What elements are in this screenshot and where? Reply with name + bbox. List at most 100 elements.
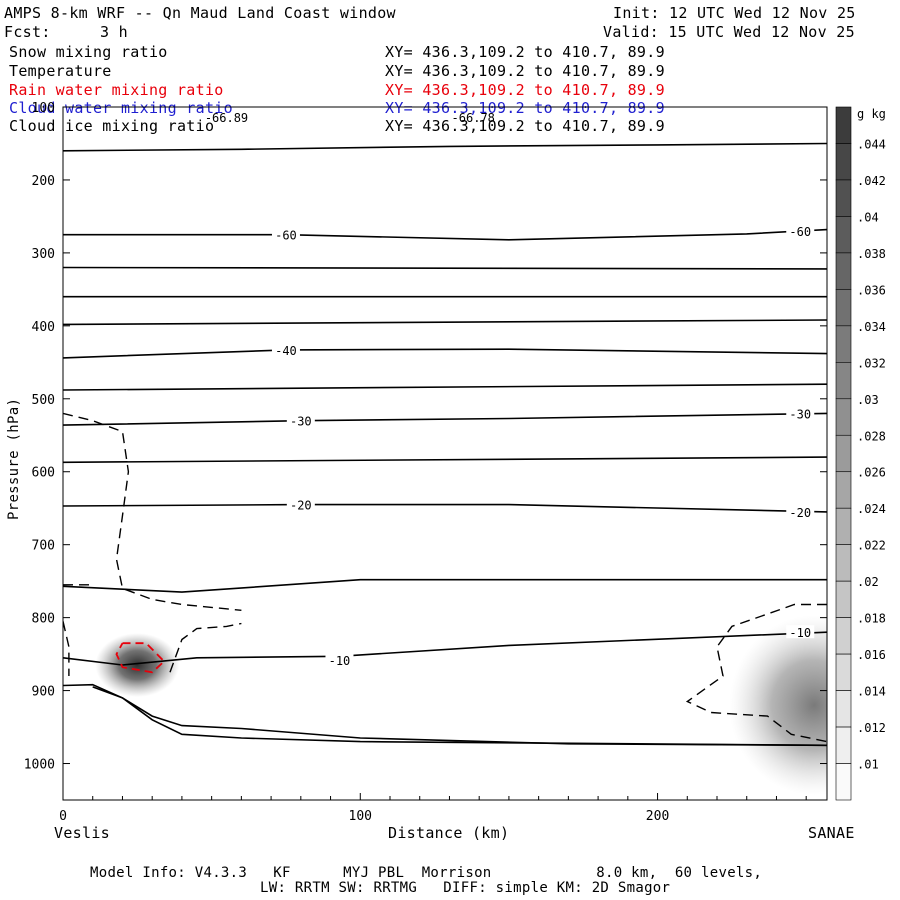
contour-label-bg <box>786 504 815 518</box>
colorbar-label: .03 <box>857 393 879 407</box>
model-info-line2: LW: RRTM SW: RRTMG DIFF: simple KM: 2D S… <box>260 880 671 896</box>
field-name: Temperature <box>9 62 112 80</box>
temperature-contour <box>63 142 827 152</box>
y-axis-label: Pressure (hPa) <box>6 397 22 520</box>
temperature-contour <box>63 348 827 359</box>
x-axis-label: Distance (km) <box>388 824 510 842</box>
temperature-contour <box>63 683 827 747</box>
y-tick-label: 600 <box>32 466 55 481</box>
temperature-contour <box>63 383 827 391</box>
y-tick-label: 1000 <box>24 758 55 773</box>
y-tick-label: 700 <box>32 539 55 554</box>
contour-label-bg <box>325 652 354 666</box>
x-tick-label: 100 <box>349 809 372 824</box>
contour-label-bg <box>286 413 315 427</box>
temperature-contour <box>63 319 827 326</box>
colorbar-cell <box>835 617 852 655</box>
colorbar-label: .036 <box>857 283 886 297</box>
colorbar-label: .022 <box>857 539 886 553</box>
forecast-hour: 3 h <box>100 23 128 41</box>
x-tick-label: 0 <box>59 809 67 824</box>
plot-frame <box>62 106 828 801</box>
colorbar-label: .012 <box>857 721 886 735</box>
model-info-line1: Model Info: V4.3.3 KF MYJ PBL Morrison 8… <box>90 865 763 881</box>
colorbar-cell <box>835 216 852 254</box>
colorbar-label: .01 <box>857 758 879 772</box>
colorbar-cell <box>835 143 852 181</box>
contour-label: -10 <box>789 626 811 640</box>
colorbar-cell <box>835 289 852 327</box>
contour-label-bg <box>786 224 815 238</box>
colorbar-label: .034 <box>857 320 886 334</box>
ice-contour <box>63 621 70 676</box>
contour-label: -10 <box>329 654 351 668</box>
contour-label-bg <box>271 342 300 356</box>
ice-contour <box>169 622 242 673</box>
colorbar-label: .02 <box>857 575 879 589</box>
field-name: Snow mixing ratio <box>9 43 168 61</box>
forecast-label: Fcst: <box>4 23 51 41</box>
latitude-annotation: -66.89 <box>205 111 248 125</box>
y-tick-label: 200 <box>32 174 55 189</box>
init-time: Init: 12 UTC Wed 12 Nov 25 <box>613 4 856 22</box>
y-tick-label: 800 <box>32 612 55 627</box>
ice-contour <box>685 603 827 743</box>
colorbar-unit: g kg <box>857 107 886 121</box>
temperature-contour <box>92 686 827 747</box>
contour-label-bg <box>271 227 300 241</box>
colorbar-cell <box>835 507 852 545</box>
field-name: Cloud water mixing ratio <box>9 99 233 117</box>
colorbar-label: .038 <box>857 247 886 261</box>
colorbar-label: .016 <box>857 648 886 662</box>
colorbar-label: .018 <box>857 612 886 626</box>
colorbar-cell <box>835 325 852 363</box>
colorbar-label: .028 <box>857 429 886 443</box>
valid-time: Valid: 15 UTC Wed 12 Nov 25 <box>603 23 855 41</box>
field-xy: XY= 436.3,109.2 to 410.7, 89.9 <box>385 117 665 135</box>
contour-label: -30 <box>789 407 811 421</box>
field-xy: XY= 436.3,109.2 to 410.7, 89.9 <box>385 62 665 80</box>
colorbar-label: .024 <box>857 502 886 516</box>
contour-label-bg <box>786 625 815 639</box>
latitude-annotation: -66.78 <box>452 111 495 125</box>
left-endpoint-label: Veslis <box>54 824 110 842</box>
right-endpoint-label: SANAE <box>808 824 855 842</box>
temperature-contour <box>63 266 827 270</box>
colorbar-cell <box>835 106 852 144</box>
colorbar-cell <box>835 763 852 801</box>
colorbar-cell <box>835 398 852 436</box>
colorbar-cell <box>835 471 852 509</box>
snow-shading <box>729 615 827 796</box>
colorbar-cell <box>835 544 852 582</box>
colorbar-label: .014 <box>857 685 886 699</box>
contour-label: -20 <box>290 499 312 513</box>
y-tick-label: 900 <box>32 685 55 700</box>
contour-label-bg <box>786 406 815 420</box>
colorbar-cell <box>835 726 852 764</box>
colorbar-label: .032 <box>857 356 886 370</box>
y-tick-label: 100 <box>32 101 55 116</box>
plot-title: AMPS 8-km WRF -- Qn Maud Land Coast wind… <box>4 4 396 22</box>
contour-label: -40 <box>275 344 297 358</box>
temperature-contour <box>63 456 827 464</box>
contour-label: -30 <box>290 415 312 429</box>
y-tick-label: 400 <box>32 320 55 335</box>
colorbar-cell <box>835 690 852 728</box>
field-xy: XY= 436.3,109.2 to 410.7, 89.9 <box>385 99 665 117</box>
colorbar-cell <box>835 580 852 618</box>
contour-label: -20 <box>789 506 811 520</box>
y-tick-label: 500 <box>32 393 55 408</box>
contour-label: -60 <box>789 225 811 239</box>
colorbar-label: .026 <box>857 466 886 480</box>
colorbar-label: .04 <box>857 210 879 224</box>
temperature-contour <box>63 228 827 241</box>
field-xy: XY= 436.3,109.2 to 410.7, 89.9 <box>385 43 665 61</box>
rain-contour <box>115 642 166 674</box>
colorbar-cell <box>835 179 852 217</box>
temperature-contour <box>63 412 827 426</box>
field-name: Cloud ice mixing ratio <box>9 117 215 135</box>
contour-label: -60 <box>275 229 297 243</box>
colorbar-label: .042 <box>857 174 886 188</box>
colorbar-cell <box>835 362 852 400</box>
